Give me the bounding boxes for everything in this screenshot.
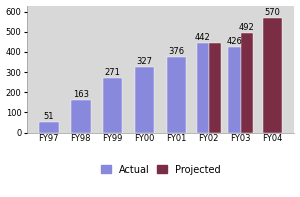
Legend: Actual, Projected: Actual, Projected: [99, 163, 222, 177]
Text: 492: 492: [239, 23, 255, 32]
Text: 570: 570: [265, 8, 281, 17]
Text: 426: 426: [226, 37, 242, 46]
Text: 442: 442: [195, 33, 211, 42]
Text: 327: 327: [137, 57, 153, 66]
Bar: [71, 100, 91, 133]
Bar: [167, 57, 186, 133]
Bar: [196, 44, 209, 133]
Bar: [135, 67, 154, 133]
Bar: [39, 122, 58, 133]
Text: 163: 163: [73, 90, 89, 99]
Bar: [103, 78, 122, 133]
Text: 376: 376: [169, 47, 185, 56]
Text: 271: 271: [105, 68, 121, 77]
Bar: [241, 33, 253, 133]
Bar: [229, 47, 241, 133]
Bar: [263, 18, 282, 133]
Bar: [209, 44, 221, 133]
Text: 51: 51: [44, 112, 54, 121]
